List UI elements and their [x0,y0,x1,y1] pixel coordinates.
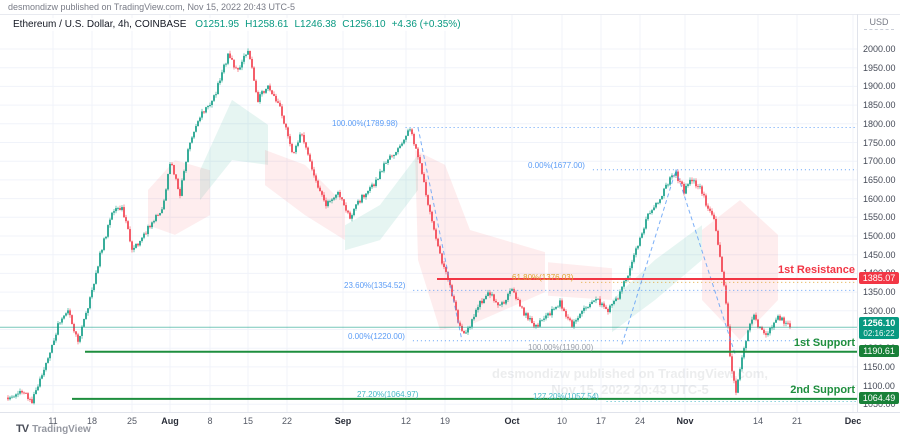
price-tick: 1500.00 [863,231,896,241]
price-tick: 2000.00 [863,44,896,54]
time-tick-11: 11 [48,416,58,426]
sr-lines[interactable] [72,277,857,400]
axis-dashes [864,29,894,30]
time-tick-8: 8 [207,416,213,426]
resistance-1-price-chip: 1385.07 [859,272,899,285]
resistance-1-label: 1st Resistance [777,263,855,276]
symbol-legend[interactable]: Ethereum / U.S. Dollar, 4h, COINBASE O12… [10,18,464,31]
time-tick-17: 17 [595,416,606,426]
time-tick-Nov: Nov [676,416,694,426]
fib-level-label: 100.00%(1190.00) [528,342,594,352]
price-tick: 1950.00 [863,62,896,73]
time-axis-divider [0,412,900,413]
grid [0,15,857,412]
price-tick: 1450.00 [863,249,896,260]
time-tick-18: 18 [86,416,97,426]
time-tick-24: 24 [634,416,645,426]
price-tick: 1850.00 [863,100,896,111]
watermark-line-2: Nov 15, 2022 20:43 UTC-5 [551,382,709,397]
price-axis-divider [857,14,858,412]
candles [7,48,791,405]
price-tick: 1800.00 [863,118,896,129]
tradingview-logo-text: TradingView [32,423,91,435]
price-tick: 1900.00 [863,81,896,92]
support-1-label: 1st Support [793,336,855,349]
header-divider [0,14,900,15]
price-tick: 1050.00 [863,399,896,410]
publish-info: desmondizw published on TradingView.com,… [8,2,295,12]
time-tick-25: 25 [126,416,137,426]
time-tick-Aug: Aug [161,416,179,426]
fib-level-label: 100.00%(1789.98) [332,118,398,128]
low-value: L1246.38 [294,19,337,30]
ohlc-values: O1251.95 H1258.61 L1246.38 C1256.10 +4.36 (+… [189,19,460,30]
support-2-label: 2nd Support [790,383,855,396]
time-tick-19: 19 [439,416,450,426]
fib-level-label: 127.20%(1057.54) [533,392,599,402]
fib-level-label: 27.20%(1064.97) [357,389,419,399]
price-tick: 1600.00 [863,193,896,204]
watermark-line-1: desmondizw published on TradingView.com, [492,366,768,381]
support-2-price-chip: 1064.49 [859,392,899,405]
time-tick-Oct: Oct [504,416,520,426]
time-tick-Sep: Sep [334,416,352,426]
price-tick: 1350.00 [863,287,896,298]
price-tick: 1150.00 [863,361,895,372]
bar-countdown: 02:16:22 [863,328,895,338]
open-value: O1251.95 [195,19,240,30]
tradingview-logo-icon: TV [16,423,29,435]
price-tick: 1550.00 [863,212,896,223]
current-price-chip: 1256.10 02:16:22 [859,316,899,339]
time-tick-22: 22 [281,416,292,426]
change-value: +4.36 (+0.35%) [391,19,461,30]
time-tick-15: 15 [242,416,253,426]
fib-level-label: 61.80%(1376.03) [512,273,574,283]
high-value: H1258.61 [245,19,289,30]
price-tick: 1700.00 [863,156,896,167]
price-tick: 1650.00 [863,174,896,185]
close-value: C1256.10 [342,19,386,30]
price-tick: 1300.00 [863,305,896,316]
ichimoku-clouds [148,99,778,340]
time-tick-Dec: Dec [844,416,862,426]
time-tick-14: 14 [752,416,763,426]
symbol-title[interactable]: Ethereum / U.S. Dollar, 4h, COINBASE [13,19,187,30]
price-tick: 1750.00 [863,137,896,148]
time-tick-10: 10 [556,416,567,426]
price-tick: 1100.00 [863,380,895,391]
support-1-price-chip: 1190.61 [859,345,899,358]
fib-level-label: 0.00%(1220.00) [348,331,405,341]
fib-level-label: 0.00%(1677.00) [528,160,585,170]
fib-level-label: 23.60%(1354.52) [344,281,406,291]
time-tick-21: 21 [791,416,802,426]
fib-trend-lines [417,127,736,354]
time-tick-12: 12 [400,416,411,426]
axis-currency-label: USD [869,17,889,27]
tradingview-logo[interactable]: TV TradingView [16,423,91,435]
